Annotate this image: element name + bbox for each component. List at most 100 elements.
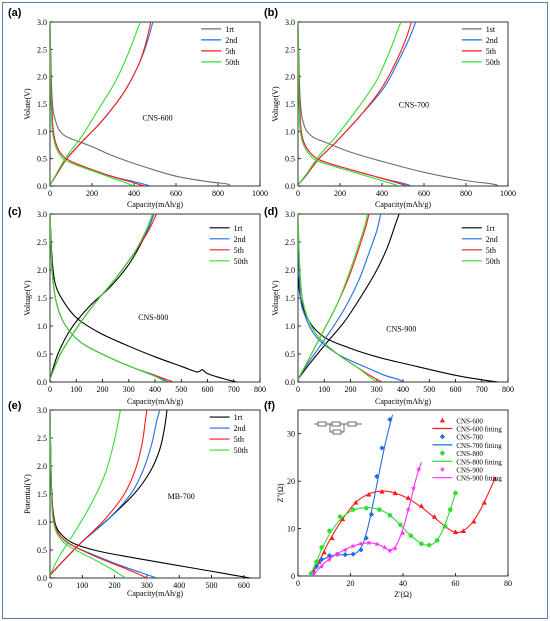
data-point-CNS-700 [379,445,385,451]
x-tick-label: 0 [296,385,300,394]
y-tick-label: 2.5 [285,238,295,247]
x-tick-label: 100 [76,581,88,590]
panel-f: (f)0 20 40 60 800102030Z'(Ω)Z''(Ω)CNS-600CNS… [264,400,512,599]
panel-e: (e) 0 100 200 300 400 500 600 0.0 0.5 1.0 1.5 2.0 2.5… [8,400,261,598]
x-tick-label: 300 [123,385,135,394]
legend-entry: 50th [234,257,248,266]
series-line-50th-discharge [50,214,166,382]
legend-entry: CNS-700 fitting [456,442,502,450]
panel-annotation: MB-700 [168,492,195,501]
x-tick-label: 0 [296,579,300,588]
data-point-CNS-900 [400,530,406,536]
panel-annotation: CNS-700 [399,100,429,109]
y-tick-label: 1.5 [37,294,47,303]
panel-a: (a) 0 200 400 600 800 1000 0.0 0.5 1.0 1.5 2.0 2.5 3.… [8,7,268,209]
data-point-CNS-600 [492,476,498,481]
legend: 1rt 2nd 5th 50th [209,413,248,455]
y-tick-label: 1.0 [37,518,47,527]
plot-area [50,22,231,186]
y-axis-label: Voltage(V) [271,280,280,316]
y-tick-label: 0.0 [37,574,47,583]
legend-entry: 5th [225,47,235,56]
y-tick-label: 0.0 [285,182,295,191]
x-axis-label: Capacity(mAh/g) [127,200,183,209]
x-tick-label: 800 [212,189,224,198]
plot-area [298,214,498,382]
legend-entry: CNS-800 fitting [456,458,502,466]
panel-annotation: CNS-800 [138,313,168,322]
series-line-1rt-charge [298,214,400,380]
series-line-5th-charge [50,410,148,576]
legend-entry: CNS-800 [456,450,483,458]
legend: 1rt 2nd 5th 50th [461,224,500,266]
legend-entry: CNS-600 fitting [456,425,502,433]
circuit-warburg [347,421,357,427]
legend-entry: 5th [486,246,496,255]
x-tick-label: 600 [238,581,250,590]
panel-label: (f) [264,400,275,412]
y-axis-label: Potential(V) [23,474,32,514]
series-line-5th-discharge [50,410,148,578]
x-tick-label: 500 [206,581,218,590]
x-tick-label: 80 [504,579,512,588]
x-tick-label: 800 [502,385,514,394]
series-line-5th-charge [50,22,152,186]
x-tick-label: 200 [86,189,98,198]
series-line-5th-discharge [298,22,408,186]
y-tick-label: 1.5 [37,490,47,499]
series-line-50th-charge [298,22,402,186]
panel-label: (d) [264,206,278,218]
series-line-1rt-charge [50,410,168,576]
legend-entry: CNS-900 [456,466,483,474]
legend-entry: CNS-700 [456,434,483,442]
legend-entry: 1st [486,25,496,34]
series-line-50th-charge [298,214,369,380]
legend-entry: 5th [486,47,496,56]
x-tick-label: 1000 [500,189,516,198]
y-tick-label: 0 [291,572,295,581]
legend-entry: 2nd [225,36,237,45]
panel-label: (e) [8,400,22,412]
legend: 1rt 2nd 5th 50th [209,224,248,266]
fit-line-CNS-700-fitting [309,414,394,576]
legend-entry: 1rt [225,25,235,34]
y-tick-label: 1.0 [285,322,295,331]
legend-marker [439,434,445,440]
y-tick-label: 2.5 [285,45,295,54]
data-point-CNS-600 [405,495,411,500]
y-tick-label: 2.0 [37,73,47,82]
y-tick-label: 0.0 [285,378,295,387]
y-tick-label: 20 [287,477,295,486]
y-tick-label: 2.0 [37,462,47,471]
legend-marker [439,450,445,456]
y-tick-label: 1.5 [37,100,47,109]
y-tick-label: 2.5 [37,434,47,443]
data-point-CNS-700 [368,511,375,517]
series-line-2nd-charge [298,214,382,380]
x-tick-label: 1000 [252,189,268,198]
x-tick-label: 300 [371,385,383,394]
data-point-CNS-600 [431,514,438,519]
y-tick-label: 1.0 [37,127,47,136]
y-tick-label: 2.5 [37,238,47,247]
x-tick-label: 200 [97,385,109,394]
x-tick-label: 600 [418,189,430,198]
x-tick-label: 0 [48,581,52,590]
series-line-5th-discharge [50,22,145,186]
legend-entry: 2nd [234,235,246,244]
y-tick-label: 3.0 [285,18,295,27]
legend: 1rt 2nd 5th 50th [201,25,239,67]
plot-area [298,22,500,186]
y-tick-label: 1.0 [37,322,47,331]
x-tick-label: 800 [254,385,266,394]
panel-annotation: CNS-600 [142,113,172,122]
y-tick-label: 0.5 [285,155,295,164]
y-tick-label: 0.5 [37,546,47,555]
x-tick-label: 400 [128,189,140,198]
legend-marker [439,417,445,423]
x-tick-label: 400 [149,385,161,394]
series-line-50th-discharge [50,22,135,186]
x-tick-label: 100 [70,385,82,394]
x-tick-label: 0 [48,189,52,198]
